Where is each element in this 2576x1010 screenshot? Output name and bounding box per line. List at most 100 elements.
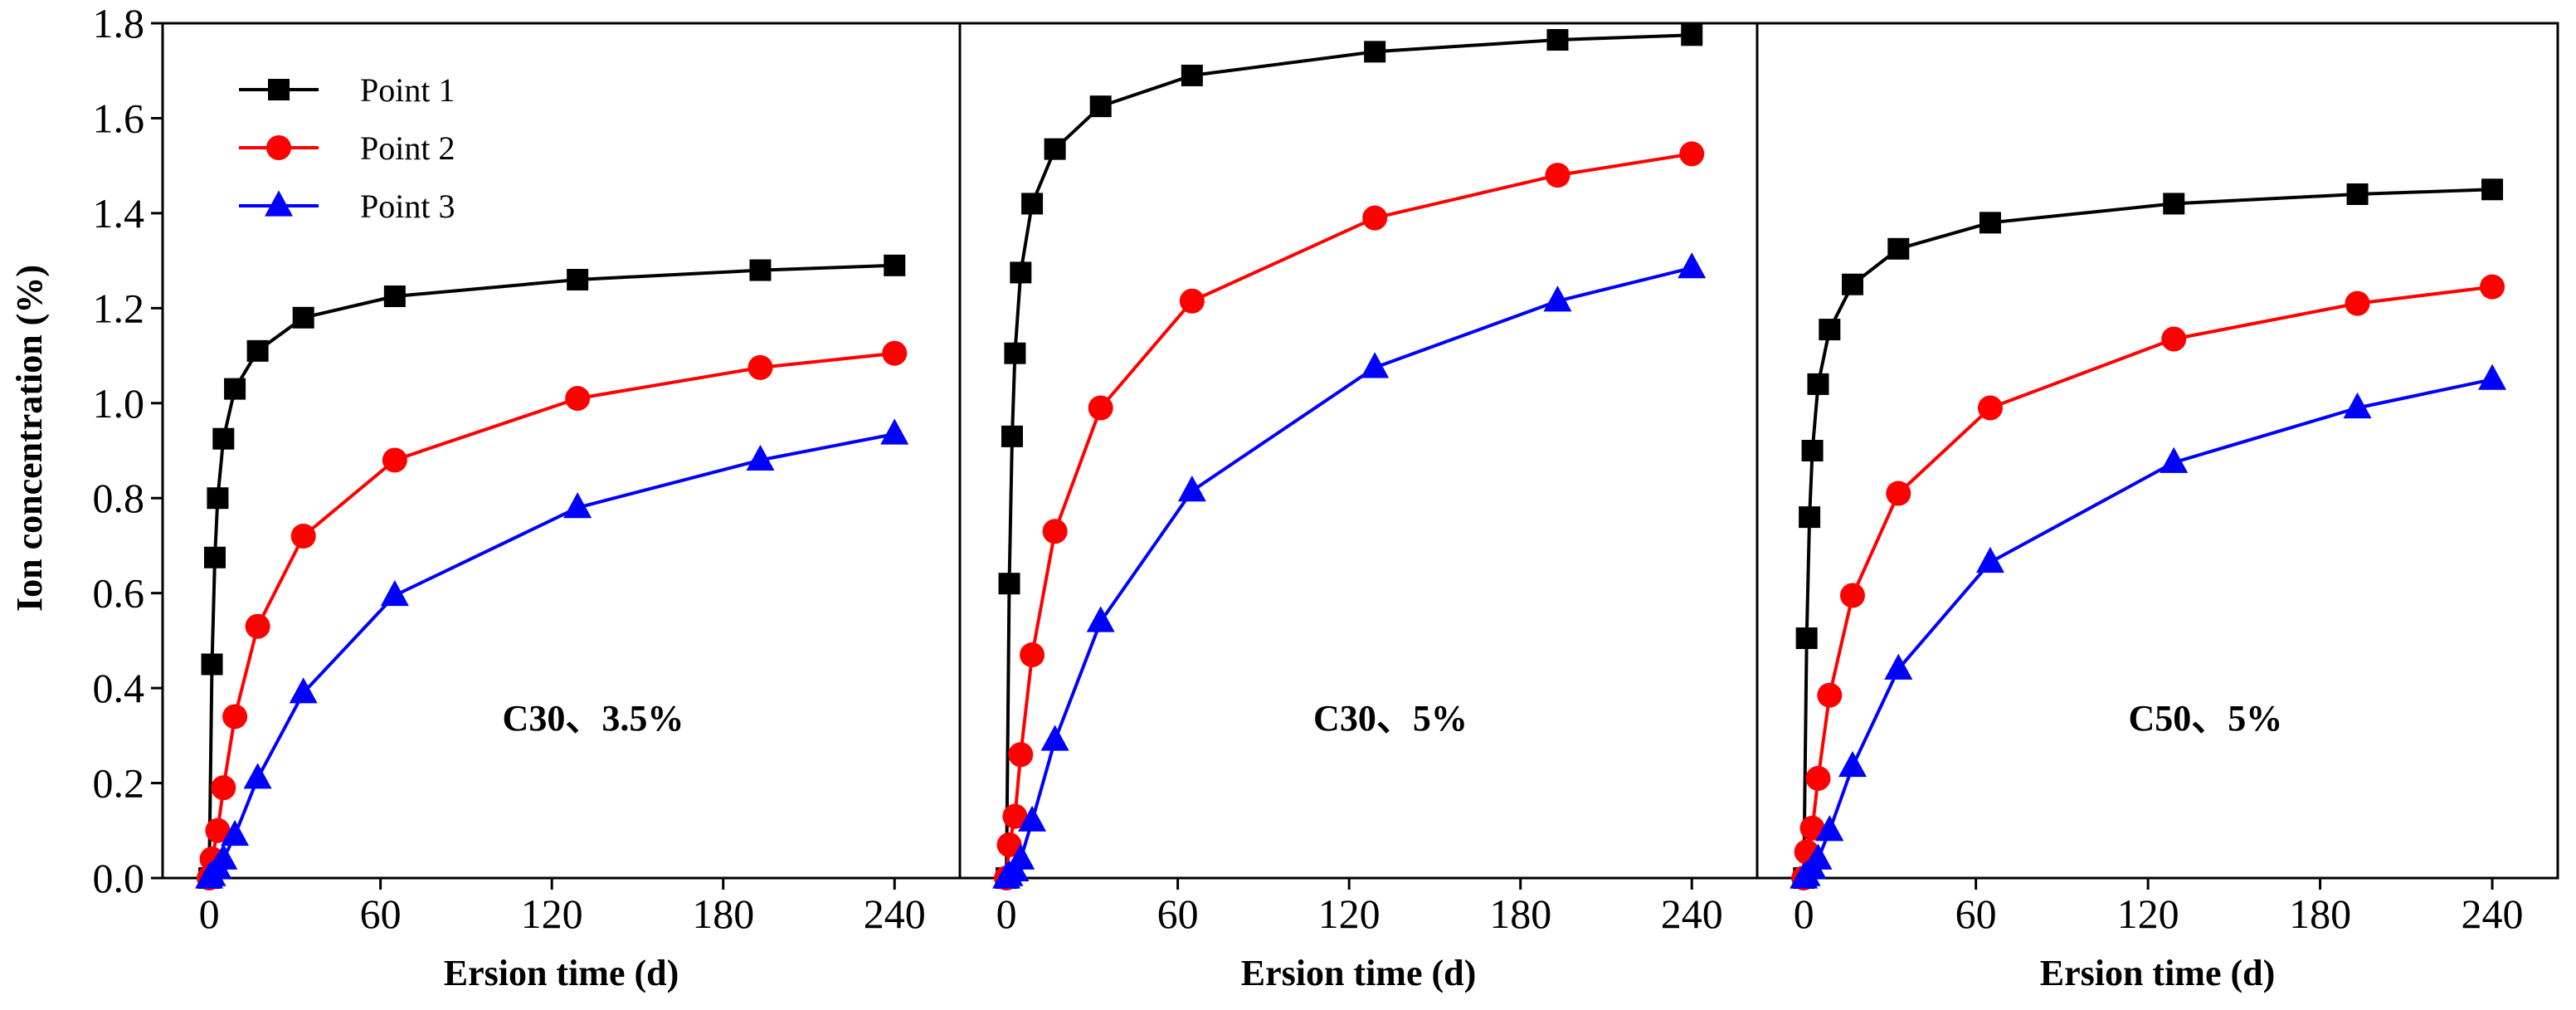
x-tick-label: 180 <box>1489 890 1551 937</box>
data-point <box>2161 326 2187 352</box>
series-line <box>207 263 895 879</box>
data-point <box>1801 440 1824 461</box>
y-axis-title: Ion concentration (%) <box>9 265 50 612</box>
plot-frame <box>161 22 2559 880</box>
data-point <box>1010 261 1032 284</box>
data-point <box>383 285 406 308</box>
series-point-3 <box>992 252 1707 889</box>
y-tick-label: 1.2 <box>93 285 145 331</box>
series-point-3 <box>1790 364 2507 889</box>
series-line <box>1802 378 2493 880</box>
series-line <box>207 432 895 880</box>
series-point-1 <box>198 254 906 889</box>
legend-marker <box>266 135 291 160</box>
data-point <box>2160 446 2189 473</box>
series-point-1 <box>996 24 1703 889</box>
data-point <box>1001 425 1023 447</box>
series-line <box>1005 266 1692 880</box>
data-point <box>201 653 223 676</box>
data-point <box>884 254 906 276</box>
data-point <box>1002 803 1028 829</box>
data-point <box>1004 342 1026 364</box>
x-tick-label: 60 <box>1157 890 1199 937</box>
data-point <box>880 418 909 445</box>
data-point <box>203 546 226 568</box>
data-point <box>1841 273 1863 295</box>
data-point <box>1545 163 1570 188</box>
data-point <box>882 340 908 366</box>
series-point-2 <box>1791 274 2505 890</box>
x-tick-label: 240 <box>1661 890 1723 937</box>
data-point <box>1089 95 1112 118</box>
y-tick-label: 0.8 <box>93 475 145 521</box>
data-point <box>212 427 235 450</box>
legend-item-1: Point 1 <box>239 71 455 109</box>
x-tick-label: 240 <box>864 890 926 937</box>
panel-2: 0 60 120 180 240 Ersion time (d) C30、5% <box>992 24 1723 993</box>
data-point <box>1804 843 1833 870</box>
y-tick-label: 0.2 <box>93 760 145 807</box>
x-tick-label: 180 <box>692 890 754 937</box>
data-point <box>2480 274 2505 300</box>
y-tick-label: 0.0 <box>93 855 145 901</box>
data-point <box>205 817 231 843</box>
data-point <box>245 613 270 639</box>
x-axis-title: Ersion time (d) <box>2040 953 2276 993</box>
data-point <box>1361 352 1390 378</box>
y-tick-label: 1.6 <box>93 95 145 141</box>
x-axis-title: Ersion time (d) <box>1241 953 1477 993</box>
data-point <box>1021 193 1044 215</box>
data-point <box>1887 237 1910 260</box>
data-point <box>1181 64 1203 86</box>
data-point <box>222 704 248 729</box>
series-line <box>1802 285 2493 879</box>
data-point <box>1815 815 1844 842</box>
data-point <box>2478 364 2507 390</box>
data-point <box>224 378 246 400</box>
y-tick-label: 0.6 <box>93 570 145 617</box>
data-point <box>290 524 316 549</box>
data-point <box>1679 141 1705 167</box>
data-point <box>243 763 272 789</box>
data-point <box>1799 506 1821 529</box>
data-point <box>563 492 592 519</box>
data-point <box>1817 682 1843 708</box>
data-point <box>1042 519 1068 544</box>
data-point <box>1044 138 1066 160</box>
data-point <box>1040 725 1069 751</box>
data-point <box>1977 395 2003 421</box>
data-point <box>380 579 409 607</box>
data-point <box>209 843 238 870</box>
x-tick-label: 0 <box>1794 890 1814 937</box>
data-point <box>1795 627 1818 650</box>
x-tick-label: 120 <box>1318 890 1381 937</box>
y-tick-label: 0.4 <box>93 665 145 711</box>
data-point <box>1975 546 2004 573</box>
data-point <box>749 259 772 281</box>
data-point <box>1179 288 1205 314</box>
data-point <box>1886 481 1911 506</box>
data-point <box>2346 183 2369 205</box>
data-point <box>1819 319 1841 341</box>
data-point <box>746 444 775 471</box>
legend-label: Point 2 <box>360 129 455 167</box>
data-point <box>1020 642 1045 668</box>
legend-label: Point 1 <box>360 71 455 109</box>
data-point <box>2345 290 2370 316</box>
data-point <box>246 339 269 362</box>
x-tick-label: 0 <box>199 890 220 937</box>
data-point <box>1362 205 1388 231</box>
legend-label: Point 3 <box>360 188 455 225</box>
data-point <box>1177 476 1206 502</box>
data-point <box>1839 583 1865 608</box>
x-tick-label: 0 <box>996 890 1017 937</box>
x-tick-label: 60 <box>360 890 402 937</box>
y-tick-label: 1.4 <box>93 190 145 237</box>
series-line <box>1005 152 1692 879</box>
legend-item-3: Point 3 <box>239 188 455 225</box>
x-tick-label: 180 <box>2289 890 2351 937</box>
data-point <box>996 832 1022 857</box>
data-point <box>1838 750 1867 778</box>
data-point <box>2163 193 2185 215</box>
